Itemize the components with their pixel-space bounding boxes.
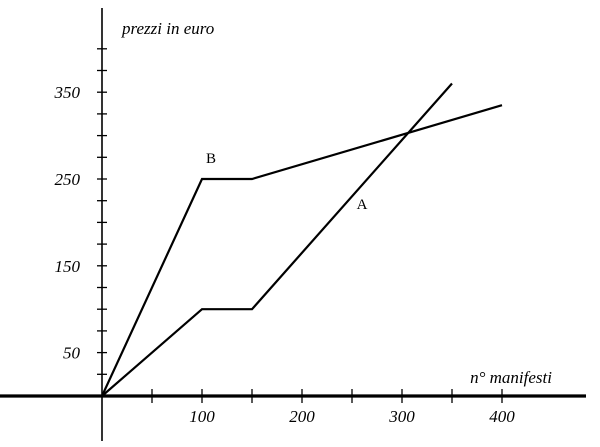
x-tick-label-100: 100	[189, 407, 215, 426]
axes	[0, 8, 586, 441]
chart-labels: prezzi in euro n° manifesti A B	[121, 19, 552, 387]
x-axis-label: n° manifesti	[470, 368, 552, 387]
tick-marks	[97, 48, 503, 403]
y-tick-label-350: 350	[54, 83, 81, 102]
y-tick-label-150: 150	[55, 257, 81, 276]
series-a-line	[101, 82, 453, 397]
series-b-label: B	[206, 151, 216, 167]
x-tick-label-400: 400	[489, 407, 515, 426]
series-a-label: A	[357, 197, 368, 213]
series-b-line	[101, 104, 503, 397]
series-lines	[101, 82, 503, 397]
tick-labels: 50 150 250 350 100 200 300 400	[54, 83, 516, 426]
y-tick-label-250: 250	[55, 170, 81, 189]
x-tick-label-300: 300	[388, 407, 415, 426]
x-tick-label-200: 200	[289, 407, 315, 426]
y-tick-label-50: 50	[63, 344, 81, 363]
y-axis-label: prezzi in euro	[121, 19, 214, 38]
